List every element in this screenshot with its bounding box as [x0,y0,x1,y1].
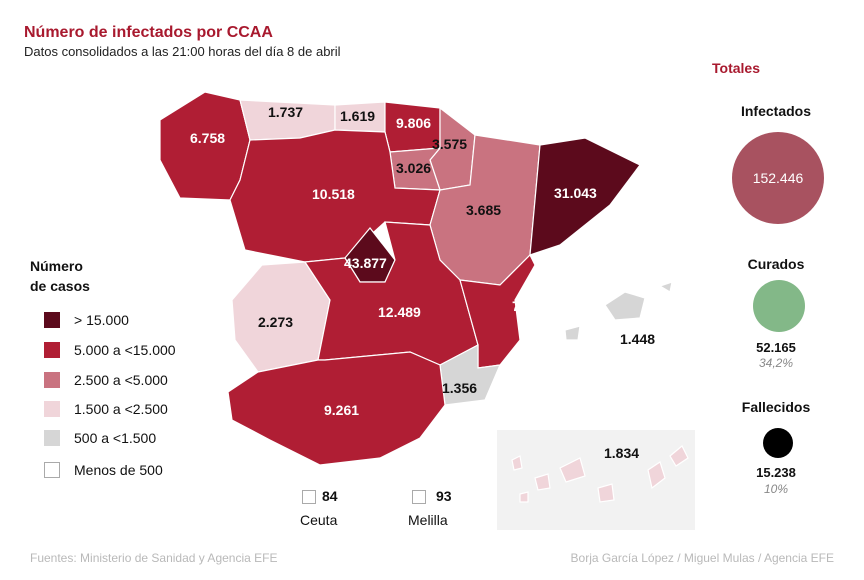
legend-item-4: 1.500 a <2.500 [44,401,168,417]
legend-swatch-5 [44,430,60,446]
chart-title: Número de infectados por CCAA [24,24,273,41]
label-extremadura: 2.273 [258,314,294,330]
label-valenciana: 7.964 [512,298,548,314]
legend-item-3: 2.500 a <5.000 [44,372,168,388]
label-castilla-mancha: 12.489 [378,304,421,320]
totals-heading: Totales [712,60,760,76]
curados-pct: 34,2% [758,356,794,370]
label-navarra: 3.575 [432,136,468,152]
legend-label-1: > 15.000 [74,312,129,328]
melilla-value: 93 [436,488,452,504]
legend-swatch-3 [44,372,60,388]
fallecidos-label: Fallecidos [741,399,811,415]
region-andalucia[interactable] [227,351,446,466]
label-galicia: 6.758 [190,130,226,146]
label-canarias: 1.834 [604,445,640,461]
label-pais-vasco: 9.806 [396,115,432,131]
curados-value: 52.165 [756,340,796,355]
legend-swatch-4 [44,401,60,417]
melilla-swatch [412,490,426,504]
label-la-rioja: 3.026 [396,160,432,176]
footer-credits: Borja García López / Miguel Mulas / Agen… [570,551,834,565]
legend-label-3: 2.500 a <5.000 [74,372,168,388]
fallecidos-value: 15.238 [756,465,796,480]
legend-swatch-2 [44,342,60,358]
chart-subtitle: Datos consolidados a las 21:00 horas del… [24,44,341,59]
region-baleares[interactable] [564,281,673,341]
fallecidos-circle [763,428,793,458]
label-cataluna: 31.043 [554,185,597,201]
legend-item-1: > 15.000 [44,312,129,328]
label-asturias: 1.737 [268,104,304,120]
curados-circle [753,280,805,332]
fallecidos-pct: 10% [763,482,789,496]
label-castilla-leon: 10.518 [312,186,355,202]
infectados-label: Infectados [740,103,811,119]
ceuta-value: 84 [322,488,338,504]
legend-title: Número de casos [30,256,90,296]
infectados-value: 152.446 [752,170,804,186]
legend-swatch-1 [44,312,60,328]
legend-label-4: 1.500 a <2.500 [74,401,168,417]
label-aragon: 3.685 [466,202,502,218]
legend-item-5: 500 a <1.500 [44,430,156,446]
legend-label-5: 500 a <1.500 [74,430,157,446]
label-murcia: 1.356 [442,380,478,396]
label-madrid: 43.877 [344,255,387,271]
region-valenciana[interactable] [459,253,536,369]
footer-sources: Fuentes: Ministerio de Sanidad y Agencia… [30,551,278,565]
label-cantabria: 1.619 [340,108,376,124]
legend-label-2: 5.000 a <15.000 [74,342,176,358]
infectados-circle: 152.446 [732,132,824,224]
label-baleares: 1.448 [620,331,656,347]
melilla-name: Melilla [408,512,448,528]
ceuta-swatch [302,490,316,504]
ceuta-name: Ceuta [300,512,338,528]
legend-title-line1: Número [30,258,83,274]
legend-label-6: Menos de 500 [74,462,163,478]
legend-item-6: Menos de 500 [44,462,163,478]
legend-title-line2: de casos [30,278,90,294]
legend-item-2: 5.000 a <15.000 [44,342,176,358]
curados-label: Curados [747,256,805,272]
label-andalucia: 9.261 [324,402,360,418]
legend-swatch-6 [44,462,60,478]
region-canarias[interactable] [511,445,689,503]
